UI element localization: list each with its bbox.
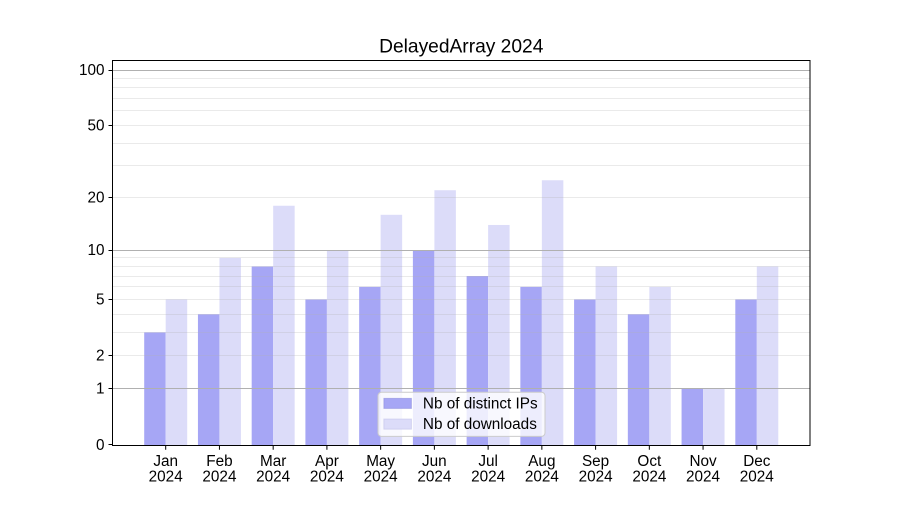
svg-text:2024: 2024 — [202, 469, 237, 486]
svg-text:2024: 2024 — [525, 469, 560, 486]
svg-text:2024: 2024 — [579, 469, 614, 486]
svg-text:2024: 2024 — [256, 469, 291, 486]
svg-text:10: 10 — [87, 242, 104, 259]
svg-text:Aug: Aug — [528, 453, 555, 470]
svg-text:Sep: Sep — [582, 453, 609, 470]
svg-text:2024: 2024 — [149, 469, 184, 486]
svg-text:Nb of downloads: Nb of downloads — [423, 416, 537, 433]
svg-text:2024: 2024 — [740, 469, 775, 486]
svg-text:2024: 2024 — [364, 469, 399, 486]
svg-text:2024: 2024 — [632, 469, 667, 486]
svg-text:Jan: Jan — [153, 453, 178, 470]
svg-text:2024: 2024 — [310, 469, 345, 486]
svg-text:DelayedArray 2024: DelayedArray 2024 — [379, 36, 544, 57]
svg-text:0: 0 — [96, 437, 105, 454]
svg-text:5: 5 — [96, 291, 105, 308]
svg-text:Jul: Jul — [478, 453, 498, 470]
svg-text:50: 50 — [87, 117, 104, 134]
svg-text:Feb: Feb — [206, 453, 232, 470]
svg-text:Mar: Mar — [260, 453, 286, 470]
svg-text:Apr: Apr — [315, 453, 339, 470]
svg-text:Oct: Oct — [637, 453, 662, 470]
svg-text:20: 20 — [87, 190, 104, 207]
svg-text:Dec: Dec — [743, 453, 771, 470]
svg-text:1: 1 — [96, 381, 105, 398]
svg-text:Jun: Jun — [422, 453, 447, 470]
svg-text:2024: 2024 — [471, 469, 506, 486]
svg-text:2: 2 — [96, 348, 105, 365]
svg-text:2024: 2024 — [686, 469, 721, 486]
svg-text:Nb of distinct IPs: Nb of distinct IPs — [423, 395, 538, 412]
svg-text:2024: 2024 — [417, 469, 452, 486]
svg-text:Nov: Nov — [689, 453, 717, 470]
svg-text:May: May — [366, 453, 395, 470]
svg-text:100: 100 — [79, 62, 105, 79]
